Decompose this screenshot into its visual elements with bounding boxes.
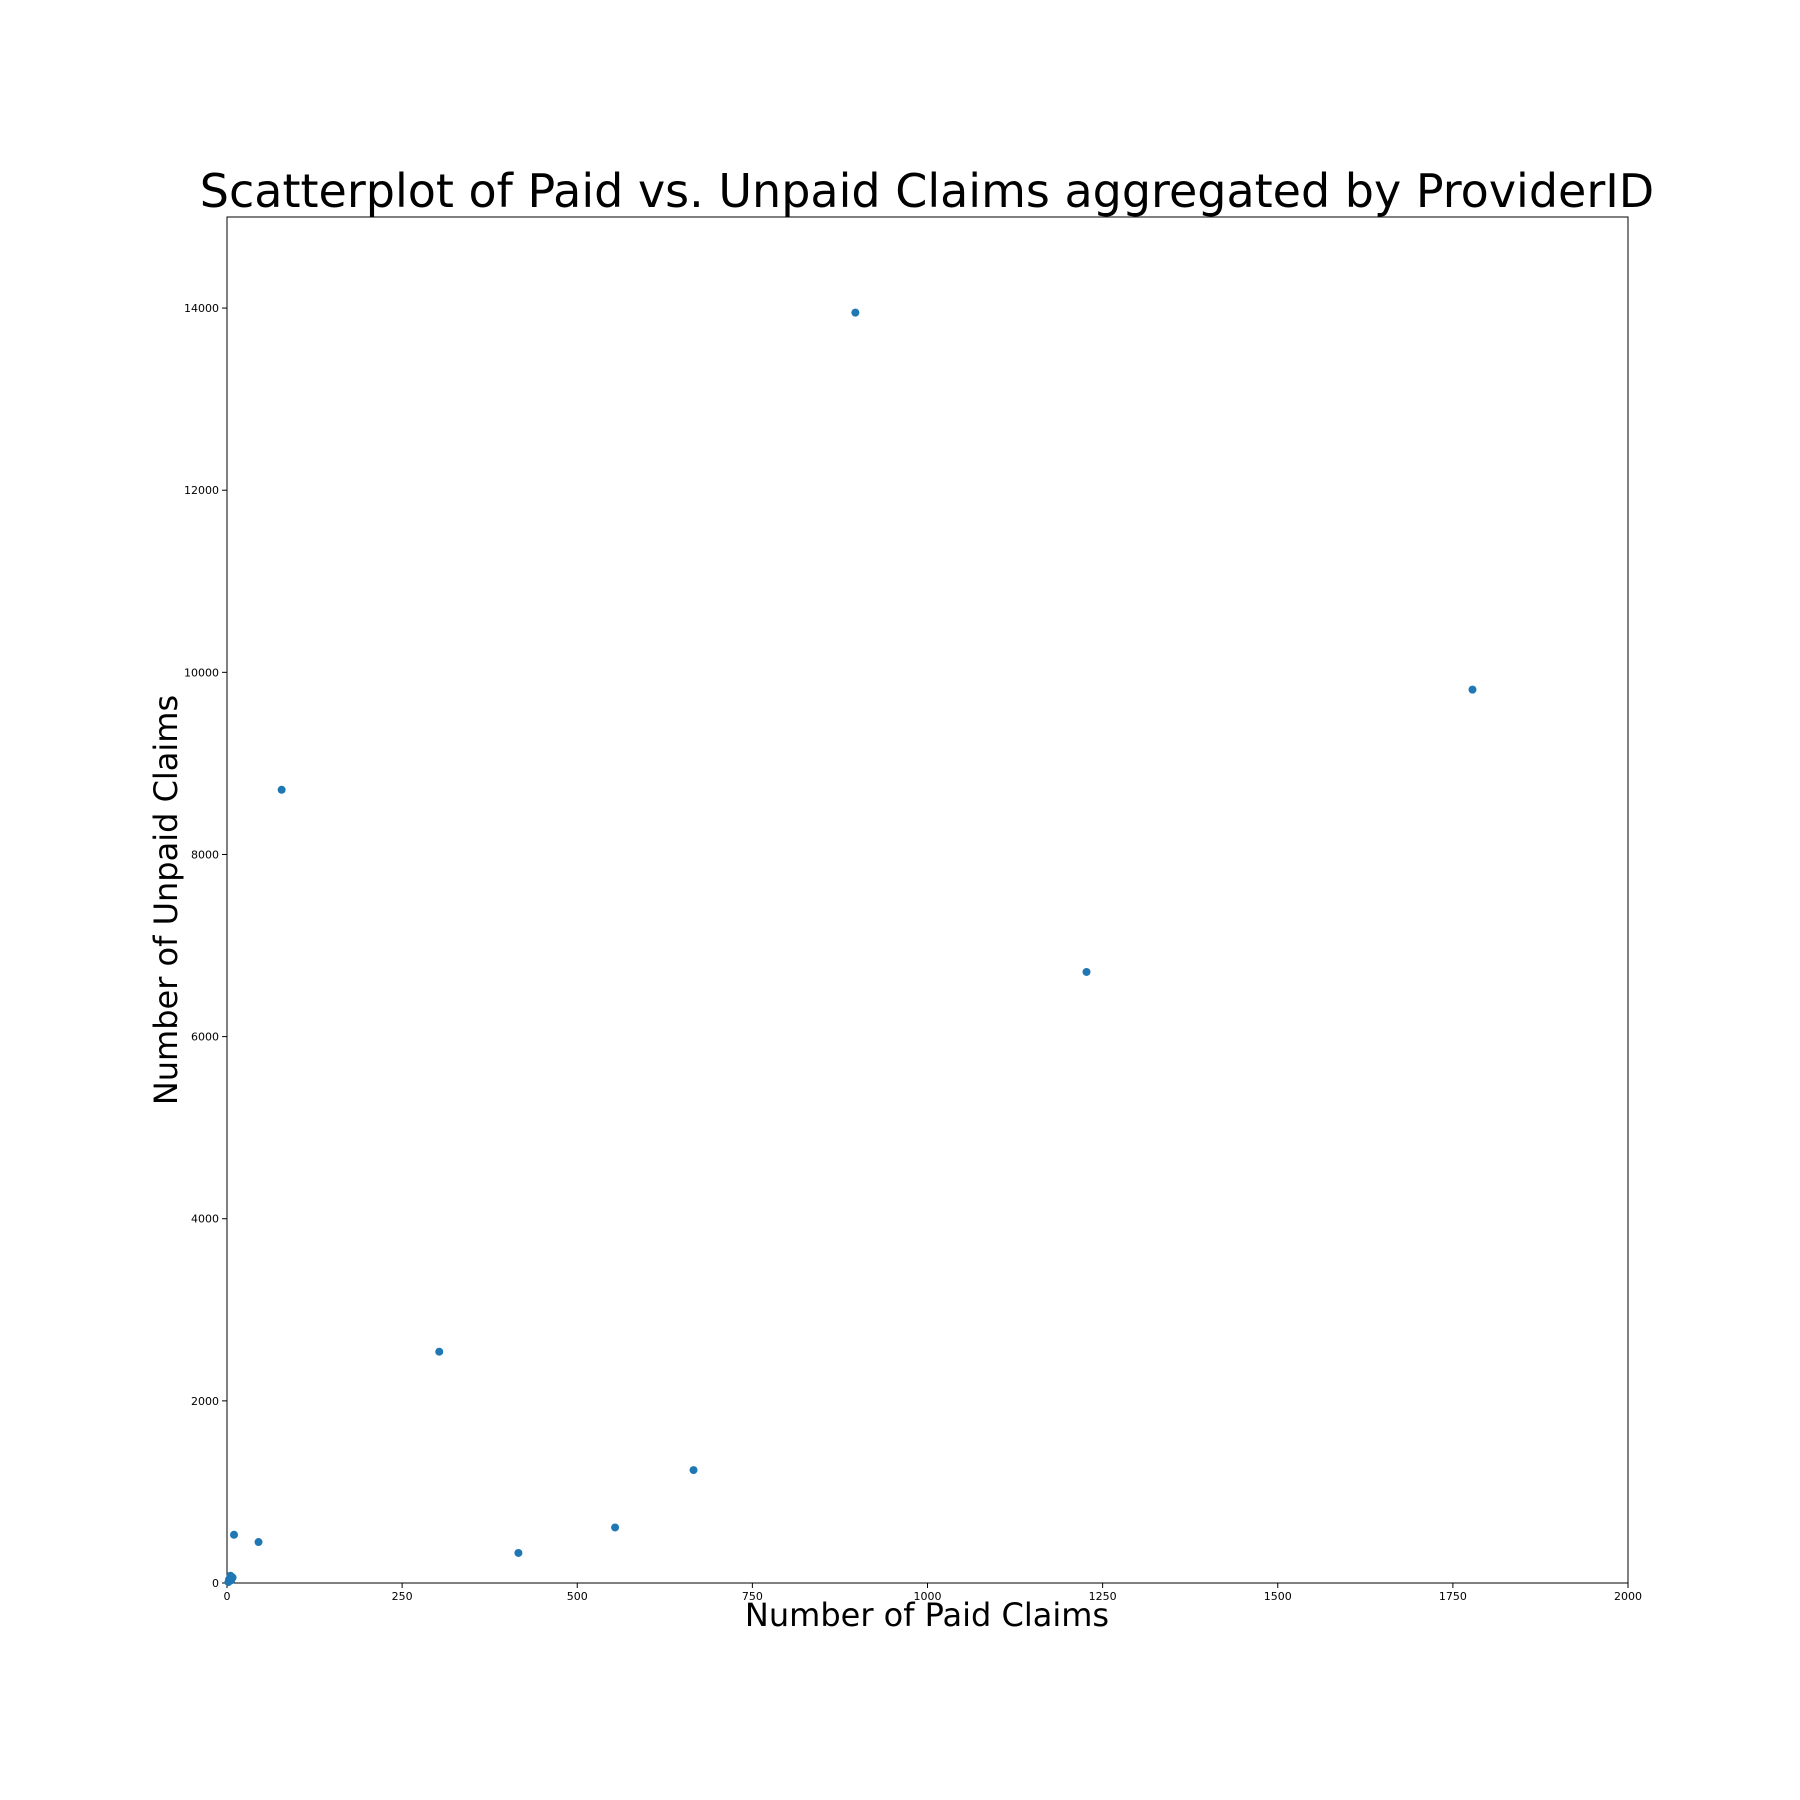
data-point bbox=[851, 308, 860, 317]
data-point bbox=[611, 1523, 620, 1532]
plot-frame bbox=[226, 216, 1629, 1584]
y-tick-label: 12000 bbox=[184, 484, 219, 497]
x-tick-label: 1750 bbox=[1439, 1590, 1467, 1603]
x-tick-label: 750 bbox=[742, 1590, 763, 1603]
data-point bbox=[254, 1538, 263, 1547]
y-tick-label: 2000 bbox=[191, 1395, 219, 1408]
data-point bbox=[435, 1347, 444, 1356]
data-point bbox=[1082, 967, 1091, 976]
x-tick-label: 1000 bbox=[914, 1590, 942, 1603]
data-point bbox=[227, 1576, 236, 1585]
x-tick-label: 2000 bbox=[1614, 1590, 1642, 1603]
y-tick-label: 6000 bbox=[191, 1031, 219, 1044]
plot-area: 0 250 500 750 1000 1250 1500 1750 2000 0 2000 4000 6… bbox=[184, 216, 1642, 1603]
data-point bbox=[1468, 685, 1477, 694]
data-point bbox=[230, 1530, 239, 1539]
x-axis-title: Number of Paid Claims bbox=[745, 1596, 1109, 1634]
y-axis-title: Number of Unpaid Claims bbox=[147, 695, 185, 1105]
chart-title: Scatterplot of Paid vs. Unpaid Claims ag… bbox=[200, 164, 1654, 218]
x-tick-label: 250 bbox=[392, 1590, 413, 1603]
data-point bbox=[514, 1548, 523, 1557]
y-tick-label: 14000 bbox=[184, 302, 219, 315]
y-tick-label: 0 bbox=[212, 1577, 219, 1590]
data-point bbox=[277, 785, 286, 794]
y-tick-label: 10000 bbox=[184, 666, 219, 679]
x-tick-label: 1250 bbox=[1089, 1590, 1117, 1603]
x-tick-label: 500 bbox=[567, 1590, 588, 1603]
data-point bbox=[689, 1466, 698, 1475]
y-tick-label: 4000 bbox=[191, 1213, 219, 1226]
y-tick-label: 8000 bbox=[191, 848, 219, 861]
x-tick-label: 1500 bbox=[1264, 1590, 1292, 1603]
x-tick-label: 0 bbox=[224, 1590, 231, 1603]
